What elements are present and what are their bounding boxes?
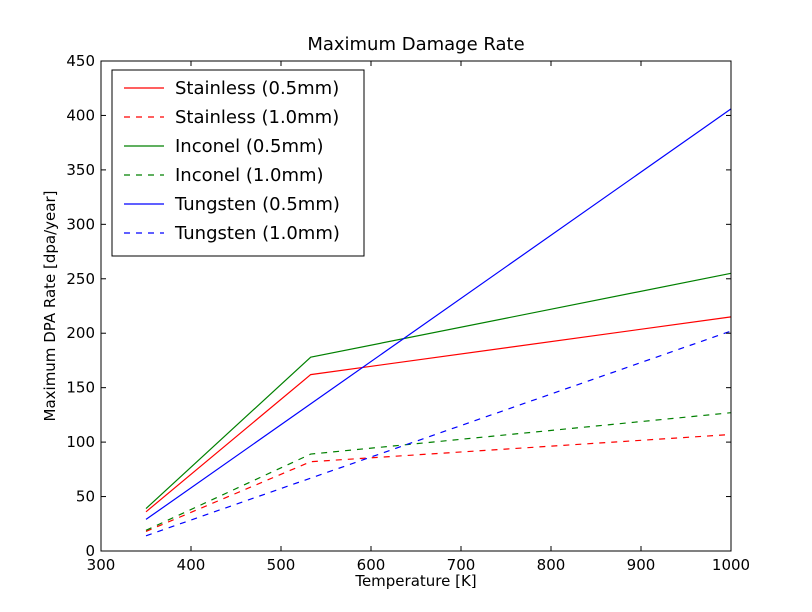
x-tick-label: 500 (267, 556, 296, 574)
legend-label-5: Tungsten (1.0mm) (174, 223, 340, 244)
x-axis-label: Temperature [K] (354, 572, 476, 590)
y-tick-label: 400 (66, 106, 95, 124)
series-line-2 (145, 272, 732, 509)
legend-label-0: Stainless (0.5mm) (175, 78, 339, 99)
y-tick-label: 450 (66, 52, 95, 70)
series-line-5 (145, 330, 732, 537)
plot-lines (145, 108, 732, 537)
legend-label-3: Inconel (1.0mm) (175, 165, 324, 186)
legend-label-1: Stainless (1.0mm) (175, 107, 339, 128)
legend-box (111, 69, 365, 257)
x-tick-label: 1000 (712, 556, 750, 574)
legend-label-4: Tungsten (0.5mm) (174, 194, 340, 215)
y-axis: 0 50 100 150 200 250 300 350 400 450 (66, 52, 731, 560)
x-axis: 300 400 500 600 700 800 900 1000 (87, 61, 750, 574)
y-axis-label: Maximum DPA Rate [dpa/year] (41, 191, 59, 422)
x-tick-label: 600 (357, 556, 386, 574)
y-tick-label: 100 (66, 433, 95, 451)
y-tick-label: 0 (85, 542, 95, 560)
y-tick-label: 250 (66, 270, 95, 288)
series-line-1 (145, 433, 732, 532)
series-line-0 (145, 316, 732, 513)
y-tick-label: 300 (66, 215, 95, 233)
legend-label-2: Inconel (0.5mm) (175, 136, 324, 157)
x-tick-label: 400 (177, 556, 206, 574)
legend: Stainless (0.5mm) Stainless (1.0mm) Incone… (111, 69, 365, 257)
x-tick-label: 800 (537, 556, 566, 574)
y-tick-label: 50 (76, 488, 95, 506)
y-tick-label: 350 (66, 161, 95, 179)
y-tick-label: 150 (66, 379, 95, 397)
y-tick-label: 200 (66, 324, 95, 342)
x-tick-label: 700 (447, 556, 476, 574)
series-line-4 (145, 108, 732, 520)
series-line-3 (145, 412, 732, 531)
chart-title: Maximum Damage Rate (307, 34, 524, 55)
x-tick-label: 900 (627, 556, 656, 574)
x-tick-label: 300 (87, 556, 116, 574)
plot-frame (100, 60, 732, 552)
